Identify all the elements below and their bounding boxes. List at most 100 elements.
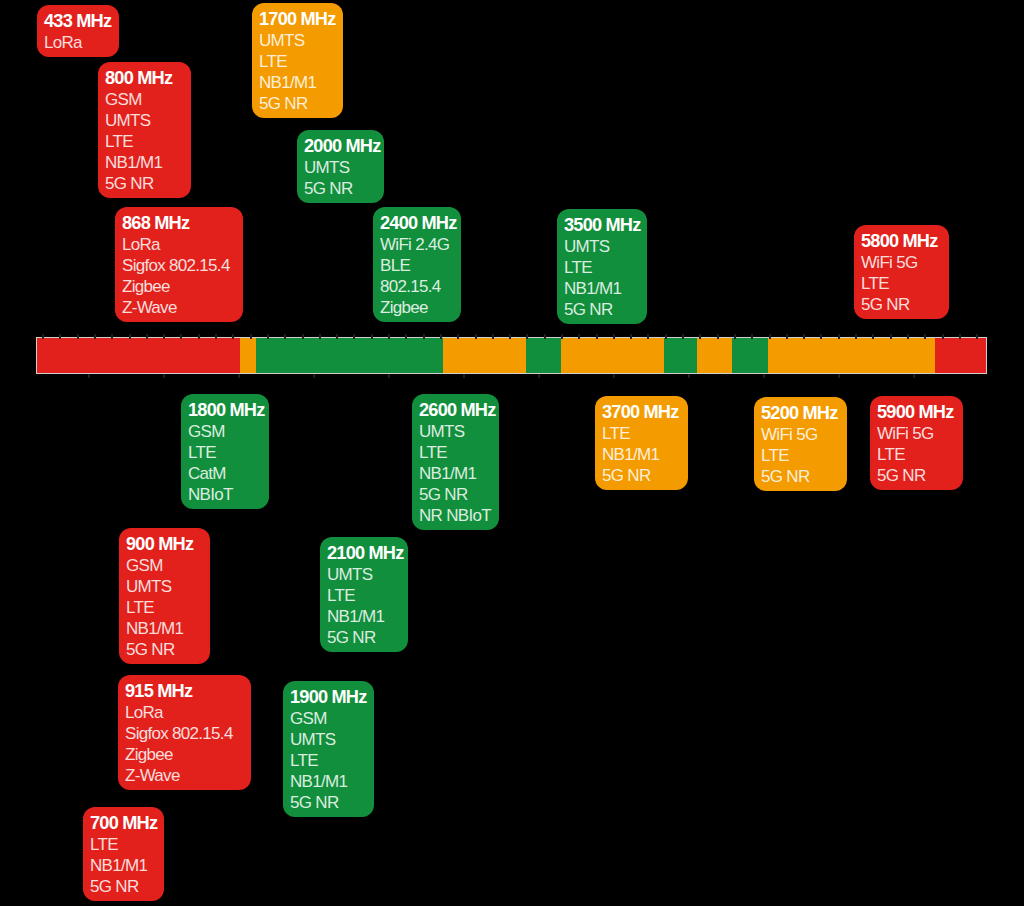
spectrum-diagram: 433 MHzLoRa800 MHzGSMUMTSLTENB1/M15G NR1… xyxy=(0,0,1024,906)
axis-major-tick xyxy=(913,374,915,378)
axis-minor-tick xyxy=(440,334,442,339)
band-technology: LTE xyxy=(602,423,681,444)
band-technology: 5G NR xyxy=(90,876,157,897)
band-technology: BLE xyxy=(380,255,454,276)
band-technology: Sigfox 802.15.4 xyxy=(125,723,244,744)
band-title: 2100 MHz xyxy=(327,543,401,564)
axis-minor-tick xyxy=(388,334,390,339)
band-technology: LTE xyxy=(126,597,203,618)
axis-minor-tick xyxy=(129,334,131,339)
band-technology: 802.15.4 xyxy=(380,276,454,297)
band-title: 5900 MHz xyxy=(877,402,956,423)
band-box-3500mhz: 3500 MHzUMTSLTENB1/M15G NR xyxy=(557,209,647,324)
axis-minor-tick xyxy=(457,334,459,339)
band-technology: Zigbee xyxy=(380,297,454,318)
band-technology: 5G NR xyxy=(877,465,956,486)
axis-minor-tick xyxy=(751,334,753,339)
band-technology: NR NBIoT xyxy=(419,505,492,526)
axis-minor-tick xyxy=(647,334,649,339)
band-technology: NB1/M1 xyxy=(327,606,401,627)
band-technology: WiFi 5G xyxy=(861,252,942,273)
axis-minor-tick xyxy=(803,334,805,339)
axis-minor-tick xyxy=(59,334,61,339)
axis-major-tick xyxy=(388,374,390,378)
band-technology: NB1/M1 xyxy=(419,463,492,484)
axis-major-tick xyxy=(463,374,465,378)
band-technology: UMTS xyxy=(304,157,377,178)
axis-line-top xyxy=(36,337,987,338)
spectrum-segment-green xyxy=(256,338,443,373)
axis-minor-tick xyxy=(302,334,304,339)
axis-minor-tick xyxy=(872,334,874,339)
band-technology: UMTS xyxy=(419,421,492,442)
band-title: 433 MHz xyxy=(44,11,112,32)
band-technology: UMTS xyxy=(259,30,336,51)
axis-minor-tick xyxy=(42,334,44,339)
axis-minor-tick xyxy=(717,334,719,339)
band-title: 5800 MHz xyxy=(861,231,942,252)
spectrum-segment-orange xyxy=(697,338,732,373)
axis-minor-tick xyxy=(820,334,822,339)
spectrum-bar xyxy=(37,338,986,373)
band-title: 1800 MHz xyxy=(188,400,262,421)
band-title: 2000 MHz xyxy=(304,136,377,157)
axis-minor-tick xyxy=(198,334,200,339)
band-technology: 5G NR xyxy=(419,484,492,505)
axis-major-tick xyxy=(613,374,615,378)
band-technology: NB1/M1 xyxy=(259,72,336,93)
axis-minor-tick xyxy=(786,334,788,339)
axis-minor-tick xyxy=(665,334,667,339)
spectrum-segment-red xyxy=(37,338,240,373)
band-title: 3700 MHz xyxy=(602,402,681,423)
axis-minor-tick xyxy=(734,334,736,339)
band-technology: Sigfox 802.15.4 xyxy=(122,255,236,276)
axis-minor-tick xyxy=(769,334,771,339)
axis-major-tick xyxy=(538,374,540,378)
band-technology: UMTS xyxy=(126,576,203,597)
band-technology: NB1/M1 xyxy=(105,152,184,173)
axis-minor-tick xyxy=(232,334,234,339)
band-technology: UMTS xyxy=(105,110,184,131)
axis-minor-tick xyxy=(111,334,113,339)
band-box-5800mhz: 5800 MHzWiFi 5GLTE5G NR xyxy=(854,225,949,319)
band-box-2100mhz: 2100 MHzUMTSLTENB1/M15G NR xyxy=(320,537,408,652)
axis-minor-tick xyxy=(596,334,598,339)
band-technology: LTE xyxy=(564,257,640,278)
axis-minor-tick xyxy=(942,334,944,339)
band-technology: Zigbee xyxy=(122,276,236,297)
axis-minor-tick xyxy=(924,334,926,339)
axis-minor-tick xyxy=(855,334,857,339)
axis-minor-tick xyxy=(526,334,528,339)
band-box-1800mhz: 1800 MHzGSMLTECatMNBIoT xyxy=(181,394,269,509)
axis-minor-tick xyxy=(146,334,148,339)
spectrum-segment-green xyxy=(664,338,697,373)
band-technology: LTE xyxy=(90,834,157,855)
band-title: 2600 MHz xyxy=(419,400,492,421)
axis-major-tick xyxy=(88,374,90,378)
band-box-868mhz: 868 MHzLoRaSigfox 802.15.4ZigbeeZ-Wave xyxy=(115,207,243,322)
band-title: 868 MHz xyxy=(122,213,236,234)
band-technology: LoRa xyxy=(122,234,236,255)
band-technology: NB1/M1 xyxy=(126,618,203,639)
axis-major-tick xyxy=(163,374,165,378)
axis-minor-tick xyxy=(475,334,477,339)
band-box-2600mhz: 2600 MHzUMTSLTENB1/M15G NRNR NBIoT xyxy=(412,394,499,530)
axis-minor-tick xyxy=(371,334,373,339)
band-technology: 5G NR xyxy=(126,639,203,660)
band-technology: NB1/M1 xyxy=(564,278,640,299)
band-title: 700 MHz xyxy=(90,813,157,834)
band-technology: LTE xyxy=(188,442,262,463)
band-technology: 5G NR xyxy=(861,294,942,315)
band-technology: 5G NR xyxy=(259,93,336,114)
band-technology: 5G NR xyxy=(304,178,377,199)
band-technology: LTE xyxy=(259,51,336,72)
axis-minor-tick xyxy=(284,334,286,339)
band-technology: GSM xyxy=(188,421,262,442)
axis-minor-tick xyxy=(77,334,79,339)
axis-minor-tick xyxy=(578,334,580,339)
axis-minor-tick xyxy=(561,334,563,339)
axis-minor-tick xyxy=(682,334,684,339)
axis-major-tick xyxy=(763,374,765,378)
axis-minor-tick xyxy=(250,334,252,339)
band-box-915mhz: 915 MHzLoRaSigfox 802.15.4ZigbeeZ-Wave xyxy=(118,675,251,790)
